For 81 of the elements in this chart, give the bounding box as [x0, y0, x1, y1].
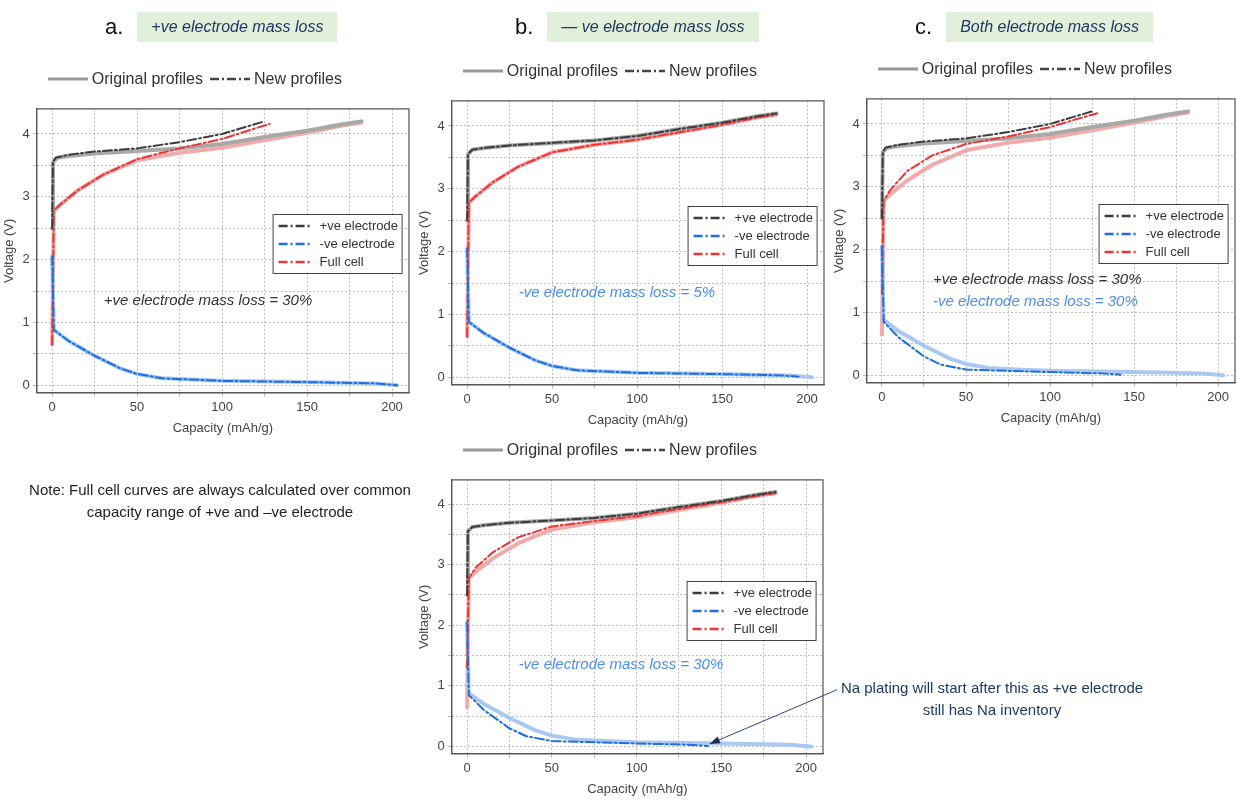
- legend-label: Full cell: [733, 620, 778, 639]
- x-tick-label: 150: [711, 391, 733, 407]
- legend-label: Full cell: [1145, 242, 1190, 261]
- chart-subtitle: +ve electrode mass loss: [137, 12, 338, 42]
- y-axis-title: Voltage (V): [831, 208, 847, 273]
- x-axis-title: Capacity (mAh/g): [587, 780, 688, 796]
- text: Original profiles: [91, 70, 203, 88]
- y-tick-label: 3: [437, 556, 445, 572]
- y-axis-title: Voltage (V): [416, 584, 432, 649]
- chart-subtitle: — ve electrode mass loss: [547, 12, 759, 42]
- legend-label: +ve electrode: [1145, 206, 1224, 225]
- annotation: +ve electrode mass loss = 30%: [933, 269, 1142, 287]
- annotation: -ve electrode mass loss = 30%: [518, 655, 724, 673]
- annotation: +ve electrode mass loss = 30%: [103, 290, 313, 308]
- x-tick-label: 0: [463, 760, 471, 776]
- x-tick-label: 50: [544, 760, 560, 776]
- legend-label: -ve electrode: [734, 226, 810, 245]
- y-tick-label: 3: [437, 180, 445, 196]
- y-tick-label: 4: [22, 125, 30, 141]
- y-tick-label: 1: [852, 304, 860, 320]
- text: New profiles: [1083, 60, 1173, 78]
- legend-label: -ve electrode: [319, 234, 395, 253]
- x-tick-label: 200: [381, 399, 403, 415]
- y-tick-label: 2: [437, 243, 445, 259]
- legend-label: +ve electrode: [319, 216, 398, 235]
- y-axis-title: Voltage (V): [416, 210, 432, 275]
- y-tick-label: 0: [852, 366, 860, 382]
- x-tick-label: 150: [1123, 389, 1145, 405]
- y-tick-label: 0: [437, 738, 445, 754]
- legend-label: -ve electrode: [733, 602, 809, 621]
- text: New profiles: [668, 62, 758, 80]
- x-tick-label: 50: [129, 399, 145, 415]
- text: Original profiles: [506, 62, 618, 80]
- x-tick-label: 100: [1039, 389, 1061, 405]
- chart-title: b.: [515, 14, 534, 40]
- legend-label: -ve electrode: [1145, 224, 1221, 243]
- chart-title: c.: [915, 14, 933, 40]
- x-tick-label: 100: [211, 399, 233, 415]
- x-tick-label: 150: [296, 399, 318, 415]
- annotation: Na plating will start after this as +ve electrode still has Na inventory: [839, 677, 1145, 720]
- x-tick-label: 100: [626, 391, 648, 407]
- y-tick-label: 0: [437, 368, 445, 384]
- annotation: -ve electrode mass loss = 5%: [518, 282, 716, 300]
- legend-label: +ve electrode: [734, 208, 813, 227]
- chart-title: a.: [105, 14, 124, 40]
- text: Original profiles: [506, 441, 618, 459]
- x-tick-label: 150: [710, 760, 733, 776]
- x-tick-label: 50: [544, 391, 560, 407]
- x-tick-label: 0: [48, 399, 56, 415]
- y-tick-label: 1: [22, 314, 30, 330]
- y-axis-title: Voltage (V): [1, 218, 17, 283]
- text: New profiles: [253, 70, 343, 88]
- legend-label: Full cell: [734, 244, 779, 263]
- text: New profiles: [668, 441, 758, 459]
- annotation: -ve electrode mass loss = 30%: [933, 291, 1138, 309]
- x-tick-label: 100: [625, 760, 648, 776]
- text: Note: Full cell curves are always calculated over common capacity range of +ve and –ve electrode: [28, 480, 412, 522]
- y-tick-label: 3: [22, 188, 30, 204]
- x-axis-title: Capacity (mAh/g): [172, 419, 274, 435]
- x-tick-label: 200: [796, 391, 818, 407]
- x-tick-label: 0: [463, 391, 471, 407]
- legend-label: Full cell: [319, 252, 364, 271]
- x-axis-title: Capacity (mAh/g): [587, 411, 689, 427]
- y-tick-label: 3: [852, 178, 860, 194]
- y-tick-label: 4: [437, 495, 445, 511]
- y-tick-label: 2: [437, 616, 445, 632]
- y-tick-label: 1: [437, 677, 445, 693]
- x-axis-title: Capacity (mAh/g): [1000, 409, 1102, 425]
- x-tick-label: 50: [958, 389, 974, 405]
- y-tick-label: 0: [22, 376, 30, 392]
- x-tick-label: 200: [1207, 389, 1230, 405]
- text: Original profiles: [921, 60, 1033, 78]
- y-tick-label: 4: [437, 117, 445, 133]
- y-tick-label: 2: [852, 241, 860, 257]
- legend-label: +ve electrode: [733, 584, 812, 603]
- chart-subtitle: Both electrode mass loss: [946, 12, 1153, 42]
- y-tick-label: 1: [437, 306, 445, 322]
- x-tick-label: 0: [878, 389, 886, 405]
- y-tick-label: 4: [852, 115, 860, 131]
- x-tick-label: 200: [795, 760, 817, 776]
- y-tick-label: 2: [22, 251, 30, 267]
